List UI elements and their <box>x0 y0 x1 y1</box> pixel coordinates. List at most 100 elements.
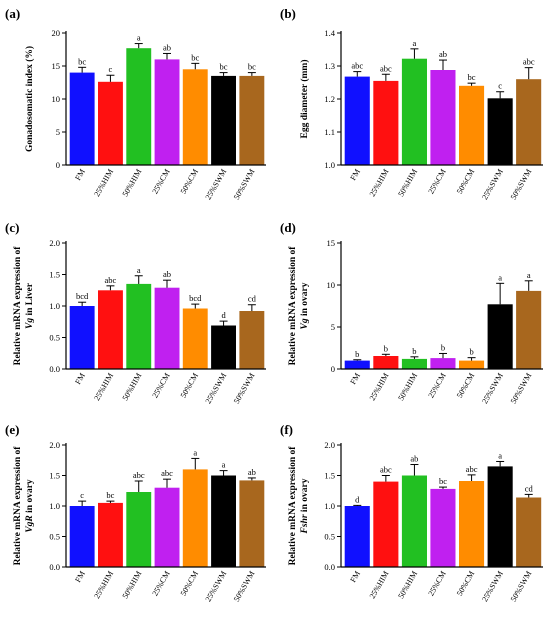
panel-a-sig-letter: ab <box>163 43 171 53</box>
panel-d-sig-letter: b <box>355 349 359 359</box>
panel-c-sig-letter: abc <box>105 275 117 285</box>
panel-f-y-tick-label: 1.0 <box>324 501 335 511</box>
panel-c-bar-25pct-him <box>98 290 123 370</box>
panel-f-bar-fm <box>344 506 370 567</box>
panel-e-x-tick-label: 50%CM <box>179 570 200 598</box>
panel-c-x-tick-label: 25%HIM <box>92 372 115 403</box>
panel-b-sig-letter: bc <box>468 72 476 82</box>
panel-b-sig-letter: abc <box>380 63 392 73</box>
panel-a-letter: (a) <box>5 6 20 21</box>
panel-f-y-tick-label: 0.5 <box>324 532 335 542</box>
panel-e-bar-25pct-cm <box>154 487 180 567</box>
panel-c-sig-letter: ab <box>163 269 171 279</box>
panel-c-x-tick-label: 50%CM <box>179 372 200 400</box>
panel-f-x-tick-label: 50%HIM <box>396 570 419 601</box>
panel-b-x-tick-label: 50%CM <box>455 168 476 196</box>
panel-a-x-tick-label: 50%HIM <box>121 168 144 199</box>
panel-c-y-tick-label: 1.0 <box>49 301 60 311</box>
panel-b-bar-25pct-cm <box>430 70 456 165</box>
panel-a-y-tick-label: 20 <box>52 28 61 38</box>
panel-d-sig-letter: b <box>384 343 388 353</box>
panel-d-y-tick-label: 10 <box>327 280 336 290</box>
panel-a-y-tick-label: 0 <box>56 160 60 170</box>
panel-a-x-tick-label: 25%CM <box>150 168 171 196</box>
panel-d-bar-25pct-cm <box>430 358 456 369</box>
panel-a-x-tick-label: 25%SWM <box>204 167 229 201</box>
panel-c-x-tick-label: 50%HIM <box>121 372 144 403</box>
panel-a-y-tick-label: 15 <box>52 61 61 71</box>
panel-c-sig-letter: bcd <box>189 293 202 303</box>
panel-d-x-tick-label: 25%CM <box>426 372 447 400</box>
panel-c-bar-50pct-cm <box>182 308 208 369</box>
panel-c-bar-25pct-cm <box>154 287 180 369</box>
panel-f-sig-letter: abc <box>466 464 478 474</box>
panel-b-y-tick-label: 1.4 <box>324 28 335 38</box>
panel-b-sig-letter: abc <box>351 61 363 71</box>
panel-b-x-tick-label: 25%HIM <box>368 168 391 199</box>
panel-d-y-axis-label: Vg in ovary <box>300 282 310 329</box>
panel-a-sig-letter: bc <box>220 62 228 72</box>
panel-f-y-tick-label: 1.5 <box>324 471 335 481</box>
panel-b-sig-letter: ab <box>439 49 447 59</box>
panel-e-x-tick-label: 25%SWM <box>204 570 229 604</box>
panel-a-sig-letter: bc <box>248 62 256 72</box>
panel-d-x-tick-label: 50%SWM <box>509 372 534 406</box>
panel-d-y-tick-label: 15 <box>327 238 336 248</box>
panel-b-x-tick-label: 25%CM <box>426 168 447 196</box>
panel-d-sig-letter: a <box>527 270 531 280</box>
panel-f-sig-letter: cd <box>525 483 534 493</box>
panel-e-sig-letter: a <box>193 447 197 457</box>
panel-a-bar-25pct-him <box>98 81 123 165</box>
panel-f-x-tick-label: 25%CM <box>426 570 447 598</box>
panel-b-sig-letter: a <box>413 38 417 48</box>
panel-f-sig-letter: d <box>355 494 360 504</box>
panel-e-x-tick-label: 50%SWM <box>232 570 257 604</box>
panel-f-bar-25pct-him <box>373 481 399 567</box>
panel-e-sig-letter: a <box>222 460 226 470</box>
panel-f-y-tick-label: 0.0 <box>324 562 335 572</box>
panel-f-x-tick-label: 25%SWM <box>480 570 505 604</box>
panel-b-y-tick-label: 1.2 <box>324 94 335 104</box>
panel-a-bar-50pct-cm <box>182 69 208 165</box>
panel-a-sig-letter: a <box>137 33 141 43</box>
panel-c-y-tick-label: 0.5 <box>49 333 60 343</box>
panel-a-y-tick-label: 10 <box>52 94 61 104</box>
panel-b-sig-letter: c <box>498 81 502 91</box>
panel-e-sig-letter: abc <box>161 468 173 478</box>
panel-e-y-axis-label: VgR in ovary <box>25 479 35 533</box>
panel-a-sig-letter: bc <box>78 56 86 66</box>
panel-d-bar-fm <box>344 360 370 369</box>
panel-e-sig-letter: c <box>80 490 84 500</box>
panel-a-bar-25pct-swm <box>211 75 236 165</box>
panel-b-letter: (b) <box>280 6 296 21</box>
panel-e-y-tick-label: 0.0 <box>49 562 60 572</box>
panel-c-y-axis-label: Relative mRNA expression of <box>13 246 23 366</box>
panel-c-x-tick-label: FM <box>73 372 87 387</box>
panel-a-x-tick-label: 50%CM <box>179 168 200 196</box>
panel-c-bar-fm <box>69 306 95 369</box>
panel-d-x-tick-label: 50%CM <box>455 372 476 400</box>
panel-d-letter: (d) <box>280 220 296 235</box>
panel-a-x-tick-label: 25%HIM <box>92 168 115 199</box>
panel-c-y-axis-label: Vg in Liver <box>25 282 35 329</box>
panel-b-y-tick-label: 1.1 <box>324 127 335 137</box>
panel-d-y-tick-label: 5 <box>331 322 335 332</box>
panel-d-x-tick-label: 50%HIM <box>396 372 419 403</box>
panel-a-sig-letter: bc <box>191 52 199 62</box>
panel-e-y-tick-label: 1.5 <box>49 471 60 481</box>
panel-e-sig-letter: bc <box>106 490 114 500</box>
panel-d-bar-25pct-swm <box>487 304 513 369</box>
panel-a-y-axis-label: Gonadosomatic index (%) <box>24 46 35 152</box>
panel-f-sig-letter: bc <box>439 476 447 486</box>
panel-e-sig-letter: abc <box>133 470 145 480</box>
panel-e-bar-50pct-swm <box>239 480 265 567</box>
panel-c-bar-50pct-swm <box>239 311 265 369</box>
panel-f-bar-50pct-cm <box>459 481 485 567</box>
panel-f-sig-letter: ab <box>410 454 418 464</box>
panel-d-sig-letter: b <box>469 347 473 357</box>
panel-d-bar-50pct-swm <box>516 290 542 369</box>
panel-e-x-tick-label: 25%HIM <box>92 570 115 601</box>
panel-c-sig-letter: bcd <box>76 291 89 301</box>
panel-f-x-tick-label: FM <box>348 570 362 585</box>
